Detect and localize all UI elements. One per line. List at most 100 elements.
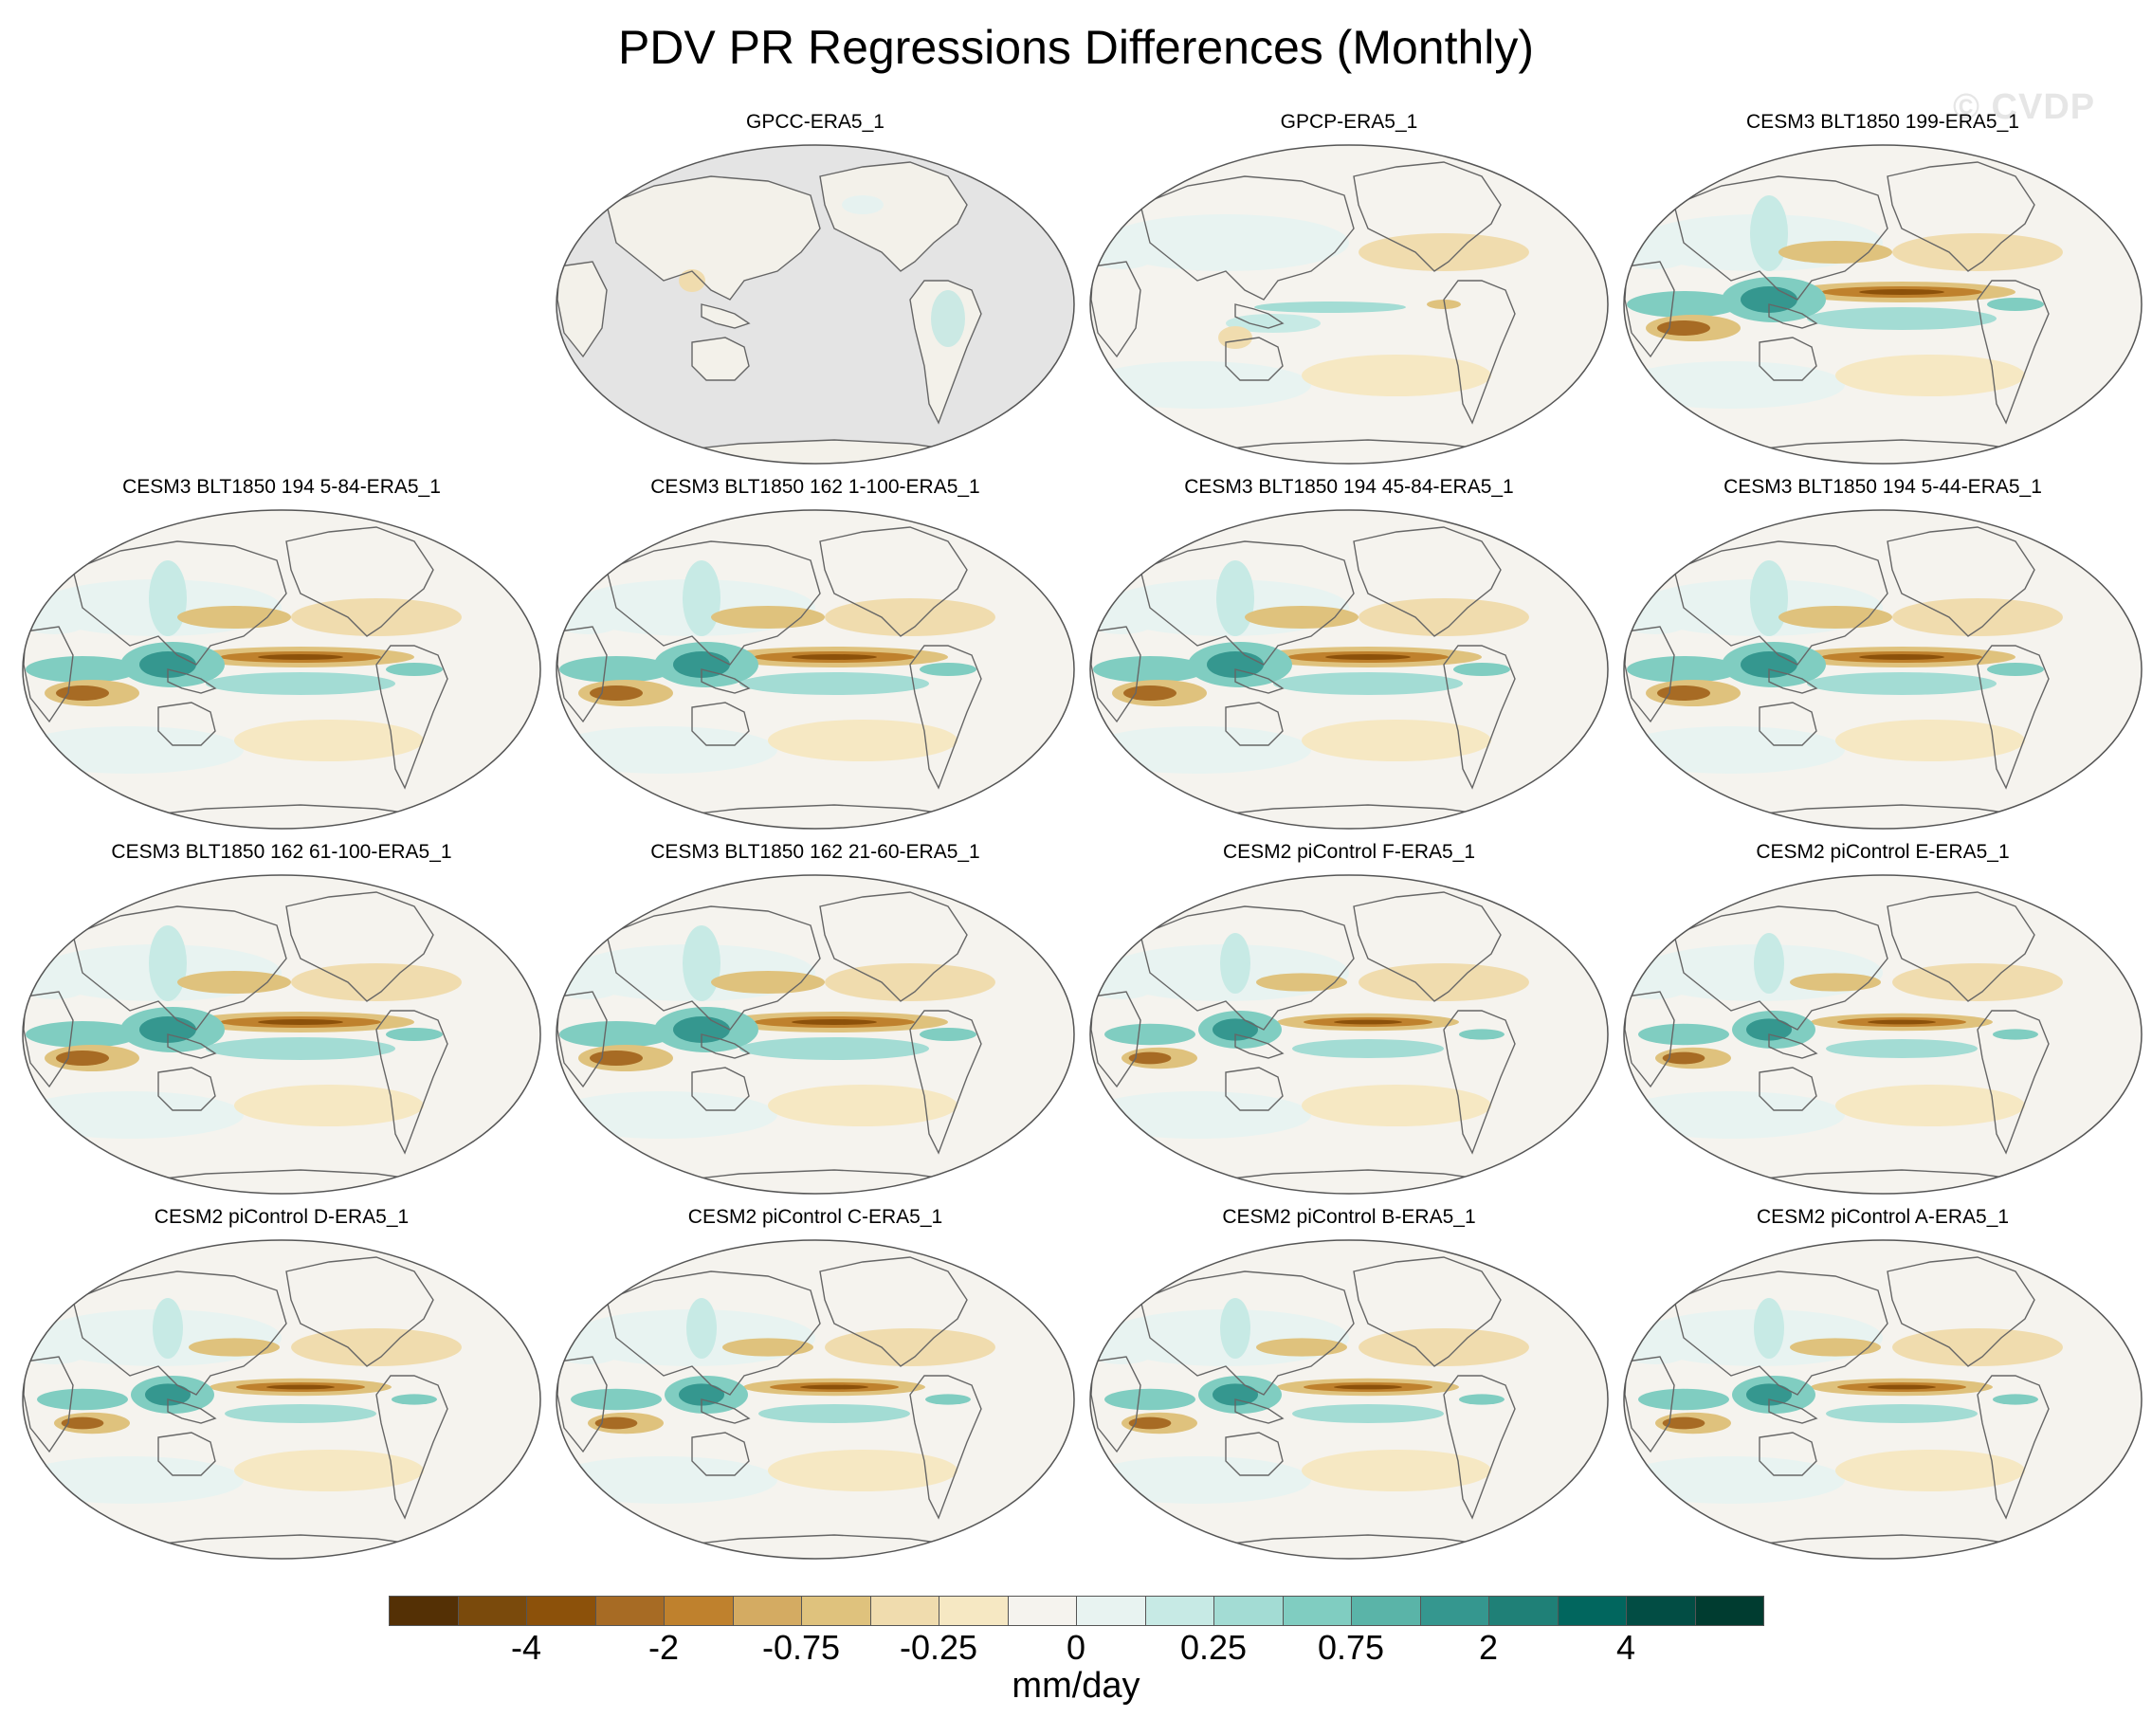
- map-panel: CESM2 piControl F-ERA5_1: [1084, 840, 1614, 1200]
- colorbar-swatch: [389, 1596, 459, 1626]
- anomaly-positive: [1746, 1018, 1792, 1041]
- anomaly-negative: [1128, 1416, 1172, 1430]
- anomaly-negative: [1427, 300, 1461, 309]
- colorbar-swatch: [1282, 1596, 1352, 1626]
- map-border: [1623, 509, 2143, 830]
- coastline: [285, 891, 434, 1002]
- anomaly-negative: [266, 1384, 335, 1390]
- anomaly-negative: [61, 1416, 104, 1430]
- anomaly-negative: [1359, 963, 1529, 1001]
- coastline: [556, 261, 608, 358]
- anomaly-positive: [1754, 933, 1784, 994]
- anomaly-positive: [392, 1394, 437, 1405]
- anomaly-negative: [291, 963, 462, 1001]
- anomaly-positive: [1216, 560, 1254, 636]
- anomaly-negative: [768, 720, 957, 761]
- coastline: [819, 526, 968, 637]
- anomaly-negative: [792, 654, 877, 660]
- anomaly-positive: [23, 965, 92, 999]
- coastline: [1759, 337, 1817, 381]
- colorbar-tick-label: -0.75: [761, 1628, 841, 1667]
- anomaly-positive: [1090, 1330, 1159, 1364]
- anomaly-negative: [1662, 1051, 1705, 1065]
- coastline: [1673, 540, 1888, 666]
- coastline: [1090, 626, 1141, 723]
- colorbar-tick-label: 0.25: [1179, 1628, 1248, 1667]
- anomaly-negative: [1256, 973, 1347, 992]
- anomaly-negative: [234, 1085, 424, 1126]
- map-border: [556, 874, 1075, 1195]
- anomaly-positive: [1624, 361, 1845, 409]
- coastline: [1140, 1270, 1355, 1396]
- anomaly-positive: [23, 1330, 92, 1364]
- map-background: [556, 145, 1074, 464]
- panel-title: CESM3 BLT1850 162 1-100-ERA5_1: [650, 476, 980, 498]
- anomaly-negative: [189, 1338, 280, 1357]
- map-plot: [556, 1239, 1075, 1560]
- coastline: [1225, 702, 1284, 746]
- anomaly-negative: [1359, 598, 1529, 636]
- anomaly-positive: [23, 726, 244, 774]
- map-border: [1089, 1239, 1609, 1560]
- anomaly-negative: [234, 720, 424, 761]
- anomaly-positive: [1750, 560, 1788, 636]
- anomaly-negative: [1657, 320, 1710, 336]
- anomaly-negative: [722, 1338, 813, 1357]
- map-border: [1089, 144, 1609, 465]
- anomaly-negative: [291, 1328, 462, 1366]
- anomaly-negative: [1835, 1450, 2025, 1491]
- anomaly-negative: [711, 606, 825, 629]
- anomaly-positive: [1624, 1091, 1845, 1139]
- anomaly-negative: [56, 1051, 109, 1066]
- anomaly-positive: [1746, 1383, 1792, 1406]
- coastline: [606, 905, 821, 1031]
- anomaly-positive: [153, 1298, 183, 1359]
- coastline: [1234, 668, 1285, 694]
- anomaly-negative: [1790, 973, 1881, 992]
- anomaly-negative: [177, 606, 291, 629]
- coastline: [556, 626, 608, 723]
- map-border: [1089, 509, 1609, 830]
- map-border: [22, 874, 541, 1195]
- anomaly-positive: [686, 1298, 717, 1359]
- coastline: [1624, 991, 1675, 1088]
- map-panel: CESM2 piControl C-ERA5_1: [550, 1205, 1081, 1565]
- anomaly-negative: [1359, 233, 1529, 271]
- anomaly-negative: [1256, 1338, 1347, 1357]
- anomaly-positive: [1090, 726, 1311, 774]
- coastline: [1624, 261, 1675, 358]
- coastline: [157, 702, 216, 746]
- map-plot: [556, 874, 1075, 1195]
- anomaly-negative: [1302, 1085, 1491, 1126]
- anomaly-positive: [1993, 1029, 2038, 1040]
- colorbar-tick-label: -0.25: [899, 1628, 978, 1667]
- map-border: [556, 509, 1075, 830]
- anomaly-positive: [1292, 1039, 1444, 1058]
- anomaly-positive: [559, 1021, 673, 1048]
- map-border: [556, 1239, 1075, 1560]
- anomaly-negative: [1835, 720, 2025, 761]
- coastline: [1624, 1356, 1675, 1453]
- coastline: [72, 540, 287, 666]
- coastline: [606, 1270, 821, 1396]
- coastline: [167, 1398, 217, 1424]
- coastline: [1234, 1398, 1285, 1424]
- coastline: [701, 1398, 751, 1424]
- coastline: [819, 891, 968, 1002]
- map-plot: [556, 509, 1075, 830]
- anomaly-negative: [1662, 1416, 1705, 1430]
- coastline: [1234, 303, 1285, 329]
- anomaly-positive: [1093, 656, 1207, 683]
- colorbar-swatch: [939, 1596, 1009, 1626]
- colorbar-tick-label: 0.75: [1317, 1628, 1385, 1667]
- anomaly-positive: [1624, 235, 1693, 269]
- coastline: [691, 1067, 750, 1111]
- map-border: [22, 1239, 541, 1560]
- coastline: [556, 991, 608, 1088]
- anomaly-negative: [1859, 289, 1944, 295]
- colorbar-swatch: [1144, 1596, 1214, 1626]
- anomaly-negative: [768, 1085, 957, 1126]
- map-panel: CESM3 BLT1850 162 61-100-ERA5_1: [16, 840, 547, 1200]
- anomaly-positive: [920, 663, 976, 676]
- anomaly-positive: [931, 290, 965, 347]
